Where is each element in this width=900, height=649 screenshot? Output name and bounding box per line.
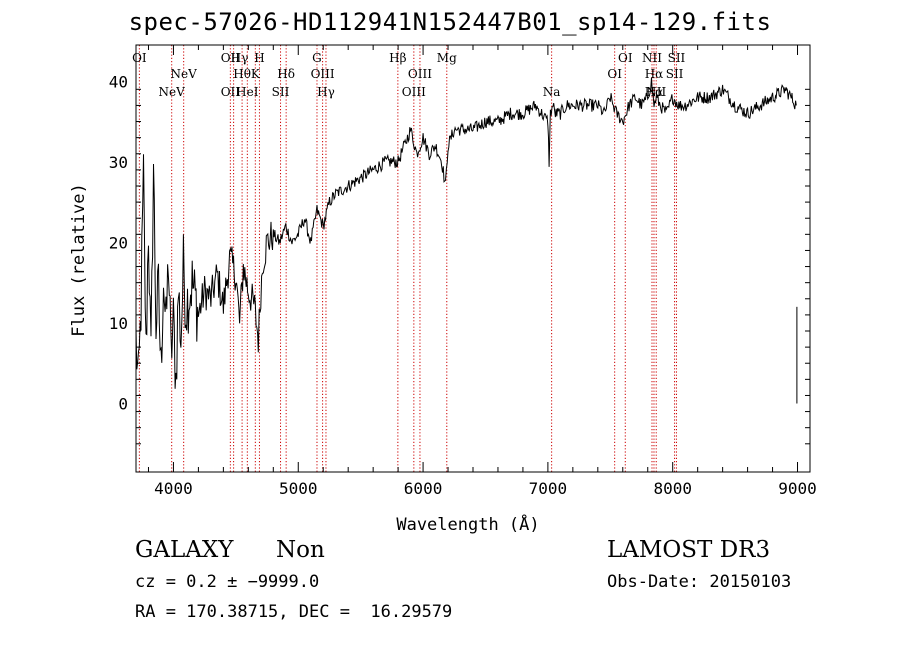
redshift-label: cz = 0.2 ± −9999.0 <box>135 572 320 592</box>
x-tick-label: 8000 <box>653 479 692 498</box>
spectral-line-label: HeI <box>236 85 259 99</box>
y-axis-label: Flux (relative) <box>69 183 89 337</box>
radec-label: RA = 170.38715, DEC = 16.29579 <box>135 602 453 622</box>
spectral-line-label: NeV <box>171 67 198 81</box>
spectral-line-label: OIII <box>402 85 426 99</box>
spectral-line-label: NII <box>646 85 666 99</box>
spectral-line-label: Hθ <box>233 67 251 81</box>
survey-label: LAMOST DR3 <box>607 537 771 563</box>
spectral-line-label: OI <box>618 51 633 65</box>
obs-date-label: Obs-Date: 20150103 <box>607 572 792 592</box>
spectral-line-label: NeV <box>159 85 186 99</box>
spectral-line-label: Hα <box>645 85 664 99</box>
spectral-line-label: NII <box>642 51 662 65</box>
plot-frame <box>135 44 811 473</box>
x-tick-label: 9000 <box>778 479 817 498</box>
y-tick-label: 30 <box>109 153 128 172</box>
spectral-line-label: OII <box>221 51 241 65</box>
spectral-line-label: H <box>254 51 264 65</box>
spectral-line-label: OIII <box>311 67 335 81</box>
spectral-line-label: Hδ <box>277 67 295 81</box>
spectral-line-label: K <box>251 67 261 81</box>
x-tick-label: 7000 <box>529 479 568 498</box>
spectral-line-label: Mg <box>437 51 457 65</box>
class-label: GALAXY <box>135 537 234 563</box>
spectral-line-label: SII <box>272 85 290 99</box>
spectral-line-label: OI <box>607 67 622 81</box>
spectral-line-label: G <box>312 51 322 65</box>
spectral-line-label: Hα <box>645 67 664 81</box>
y-tick-label: 40 <box>109 72 128 91</box>
y-tick-label: 0 <box>118 395 128 414</box>
x-axis-label: Wavelength (Å) <box>396 513 539 535</box>
spectral-line-label: Hγ <box>231 51 249 65</box>
spectral-line-label: OII <box>221 85 241 99</box>
x-tick-label: 4000 <box>154 479 193 498</box>
chart-title: spec-57026-HD112941N152447B01_sp14-129.f… <box>128 8 772 36</box>
spectral-line-label: Hγ <box>317 85 335 99</box>
x-tick-label: 6000 <box>404 479 443 498</box>
x-tick-label: 5000 <box>279 479 318 498</box>
spectrum-line <box>135 77 797 389</box>
subclass-label: Non <box>276 537 325 563</box>
spectral-line-label: SII <box>668 51 686 65</box>
spectral-line-label: Hβ <box>389 51 406 65</box>
spectral-line-label: SII <box>666 67 684 81</box>
y-tick-label: 10 <box>109 314 128 333</box>
spectral-line-label: Na <box>543 85 561 99</box>
y-tick-label: 20 <box>109 233 128 252</box>
spectral-line-label: OI <box>132 51 147 65</box>
spectral-line-label: OIII <box>408 67 432 81</box>
